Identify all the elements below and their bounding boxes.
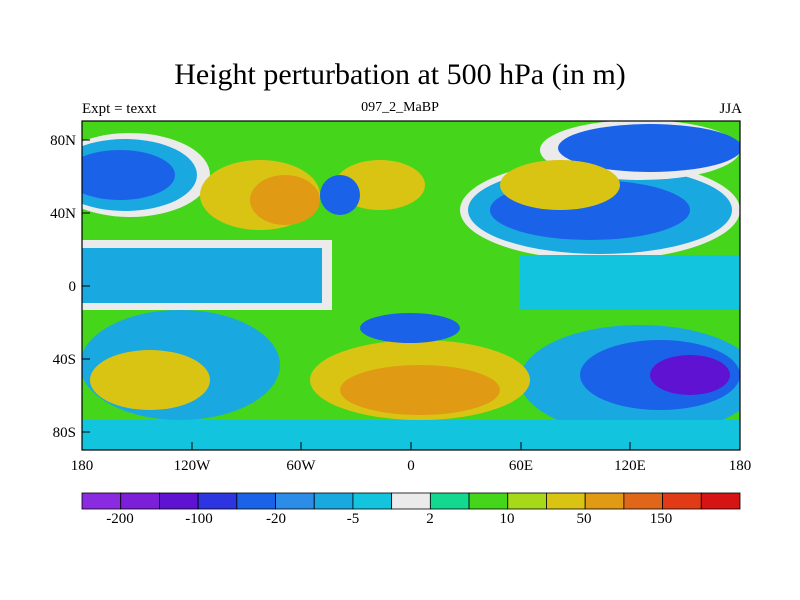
colorbar-label: -200 <box>106 511 134 527</box>
x-tick-label: 0 <box>407 458 415 474</box>
colorbar-label: 10 <box>500 511 515 527</box>
x-tick-label: 180 <box>71 458 94 474</box>
colorbar-label: 2 <box>426 511 434 527</box>
contour-field <box>82 121 740 450</box>
x-tick-label: 120W <box>174 458 212 474</box>
map-title: Height perturbation at 500 hPa (in m) <box>174 58 626 91</box>
colorbar-swatch <box>429 492 470 510</box>
colorbar-swatch <box>236 492 276 510</box>
colorbar-swatch <box>352 492 393 510</box>
colorbar-swatch <box>197 492 238 510</box>
y-tick-label: 80S <box>53 425 76 441</box>
colorbar-swatch <box>700 492 741 510</box>
colorbar-swatch <box>159 492 199 510</box>
colorbar-swatch <box>584 492 625 510</box>
colorbar-label: 50 <box>577 511 592 527</box>
colorbar-label: 150 <box>650 511 673 527</box>
colorbar-label: -20 <box>266 511 286 527</box>
y-tick-label: 80N <box>50 133 76 149</box>
x-tick-label: 120E <box>614 458 646 474</box>
y-tick-label: 40N <box>50 206 76 222</box>
colorbar-swatch <box>468 492 509 510</box>
colorbar-label: -100 <box>185 511 213 527</box>
colorbar-swatch <box>546 492 586 510</box>
y-tick-label: 0 <box>69 279 77 295</box>
axis-ticks <box>81 139 741 450</box>
colorbar-swatch <box>507 492 547 510</box>
case-label: 097_2_MaBP <box>361 100 439 115</box>
colorbar-swatch <box>275 492 315 510</box>
colorbar-swatch <box>120 492 160 510</box>
colorbar-swatch <box>623 492 663 510</box>
colorbar-label: -5 <box>347 511 360 527</box>
x-tick-label: 60E <box>509 458 533 474</box>
colorbar-swatch <box>391 492 431 510</box>
x-tick-label: 60W <box>286 458 316 474</box>
colorbar-swatch <box>662 492 702 510</box>
colorbar-swatch <box>313 492 354 510</box>
season-label: JJA <box>719 101 742 117</box>
colorbar <box>81 492 741 510</box>
y-tick-label: 40S <box>53 352 76 368</box>
experiment-label: Expt = texxt <box>82 101 157 117</box>
colorbar-swatch <box>81 492 122 510</box>
x-tick-label: 180 <box>729 458 752 474</box>
